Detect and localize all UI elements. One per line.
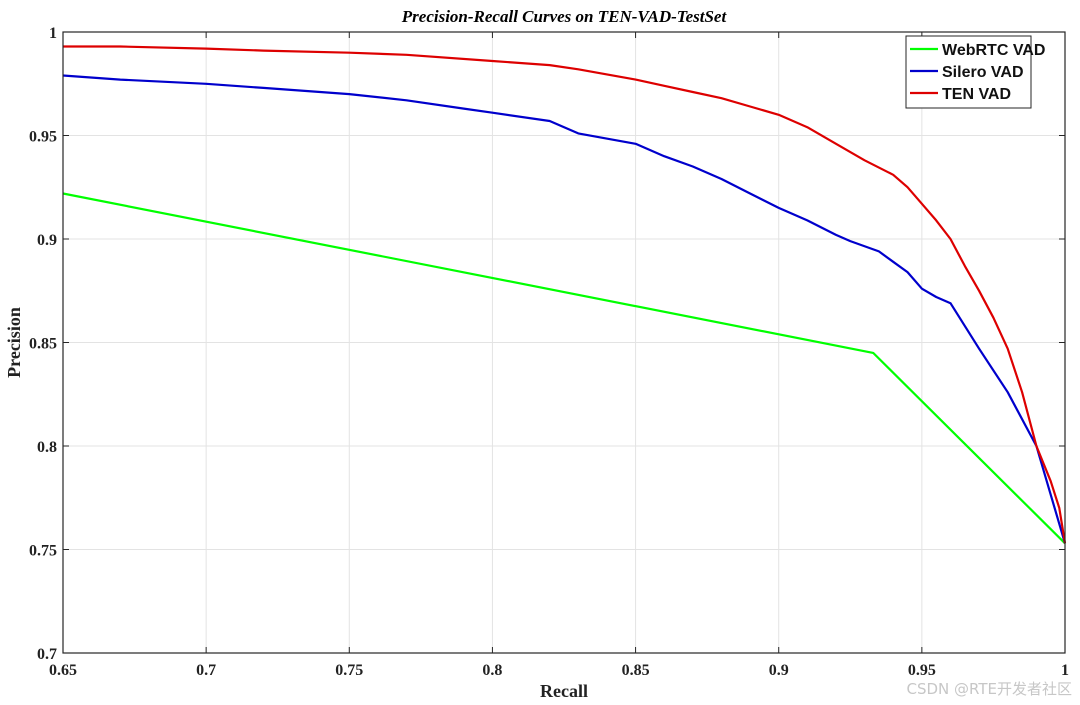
x-axis-label: Recall [540,681,588,701]
legend-label: WebRTC VAD [942,42,1045,59]
watermark-text: CSDN @RTE开发者社区 [906,680,1072,698]
x-tick-label: 0.9 [769,662,789,679]
x-tick-label: 0.85 [622,662,650,679]
y-tick-label: 0.85 [29,336,57,353]
y-tick-label: 1 [49,25,57,42]
legend-label: Silero VAD [942,64,1024,81]
y-tick-label: 0.95 [29,129,57,146]
legend: WebRTC VAD Silero VAD TEN VAD [905,35,1045,109]
y-tick-label: 0.75 [29,543,57,560]
series-line-silero-vad [62,74,1067,544]
y-tick-label: 0.8 [37,439,57,456]
y-axis-label: Precision [4,307,24,378]
legend-label: TEN VAD [942,86,1011,103]
x-tick-label: 1 [1061,662,1069,679]
x-tick-label: 0.65 [49,662,77,679]
x-tick-label: 0.7 [196,662,216,679]
chart-title: Precision-Recall Curves on TEN-VAD-TestS… [401,7,728,26]
series-line-ten-vad [63,45,1067,544]
series-layer [62,45,1067,545]
x-tick-label: 0.95 [908,662,936,679]
x-tick-label: 0.8 [482,662,502,679]
y-tick-label: 0.7 [37,646,57,663]
x-tick-label: 0.75 [335,662,363,679]
y-tick-label: 0.9 [37,232,57,249]
grid-lines [62,31,1066,654]
tick-layer: 0.65 0.7 0.75 0.8 0.85 0.9 0.95 10.70.750.80.85… [29,25,1069,679]
series-line-webrtc-vad [62,192,1066,545]
